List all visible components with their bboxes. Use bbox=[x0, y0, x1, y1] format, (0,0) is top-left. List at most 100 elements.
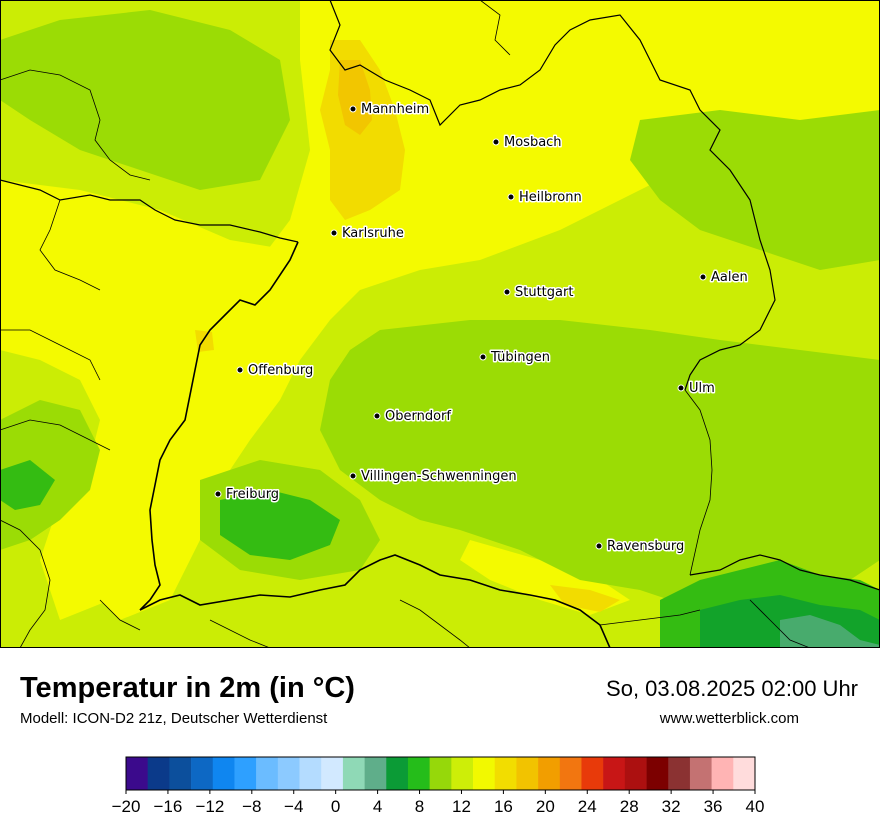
city-marker-ravensburg bbox=[595, 542, 603, 550]
legend-swatch bbox=[689, 757, 712, 790]
city-label: Heilbronn bbox=[519, 190, 582, 205]
city-label: Villingen-Schwenningen bbox=[361, 469, 517, 484]
border-local-2 bbox=[0, 329, 101, 381]
legend-swatch bbox=[538, 757, 561, 790]
legend-swatch bbox=[386, 757, 409, 790]
legend-swatch bbox=[451, 757, 474, 790]
zone-lime-center bbox=[320, 320, 880, 620]
border-local-8 bbox=[209, 619, 271, 648]
legend-tick-label: 28 bbox=[620, 797, 639, 816]
city-marker-offenburg bbox=[236, 366, 244, 374]
legend-frame bbox=[125, 756, 756, 791]
border-local-12 bbox=[479, 0, 511, 56]
city-marker-oberndorf bbox=[373, 412, 381, 420]
legend-swatch bbox=[733, 757, 756, 790]
city-label: Ravensburg bbox=[607, 539, 684, 554]
legend-tick-label: −4 bbox=[284, 797, 303, 816]
city-label: Tübingen bbox=[490, 350, 550, 365]
legend-swatch bbox=[581, 757, 604, 790]
legend-swatch bbox=[429, 757, 452, 790]
website-link[interactable]: www.wetterblick.com bbox=[659, 710, 799, 727]
forecast-datetime: So, 03.08.2025 02:00 Uhr bbox=[606, 676, 858, 701]
legend-tick-label: 24 bbox=[578, 797, 597, 816]
borders bbox=[0, 0, 880, 648]
legend-swatch bbox=[191, 757, 214, 790]
city-marker-villingen-schwenningen bbox=[349, 472, 357, 480]
city-label: Mosbach bbox=[504, 135, 562, 150]
legend-tick-label: −12 bbox=[195, 797, 224, 816]
model-info: Modell: ICON-D2 21z, Deutscher Wetterdie… bbox=[20, 710, 328, 727]
legend-swatch bbox=[646, 757, 669, 790]
border-local-6 bbox=[99, 599, 141, 631]
legend-swatch bbox=[234, 757, 257, 790]
border-local-11 bbox=[749, 599, 811, 648]
city-marker-heilbronn bbox=[507, 193, 515, 201]
legend-tick-label: 0 bbox=[331, 797, 340, 816]
legend-tick-label: 36 bbox=[704, 797, 723, 816]
border-local-1 bbox=[0, 69, 151, 181]
legend-tick-label: 8 bbox=[415, 797, 424, 816]
city-label: Freiburg bbox=[226, 487, 279, 502]
legend-swatch bbox=[364, 757, 387, 790]
legend-swatch bbox=[126, 757, 148, 790]
city-layer: Mannheim Mosbach Heilbronn Karlsruhe Aalen St… bbox=[214, 101, 749, 556]
border-local-10 bbox=[599, 609, 701, 626]
legend-swatch bbox=[407, 757, 430, 790]
border-local-5 bbox=[0, 519, 51, 648]
zone-green-schwarzwald bbox=[220, 490, 340, 560]
legend-swatch bbox=[212, 757, 235, 790]
legend-tick-label: 12 bbox=[452, 797, 471, 816]
legend-tick-label: −8 bbox=[242, 797, 261, 816]
legend-tick-label: 40 bbox=[746, 797, 765, 816]
city-label: Oberndorf bbox=[385, 409, 451, 424]
legend-swatch bbox=[277, 757, 300, 790]
border-rhine bbox=[139, 241, 299, 611]
legend-tick-label: 20 bbox=[536, 797, 555, 816]
border-state-northwest bbox=[0, 179, 299, 243]
zone-gold-offenburg bbox=[195, 330, 214, 352]
border-alps bbox=[689, 554, 880, 591]
city-marker-freiburg bbox=[214, 490, 222, 498]
city-marker-tübingen bbox=[479, 353, 487, 361]
border-local-3 bbox=[39, 199, 101, 291]
border-state-north bbox=[329, 0, 776, 391]
legend-tick-label: 4 bbox=[373, 797, 382, 816]
zone-lime-northwest bbox=[0, 10, 290, 190]
legend-swatch bbox=[494, 757, 517, 790]
border-local-9 bbox=[399, 599, 471, 648]
legend-tick-label: −20 bbox=[112, 797, 141, 816]
zone-alps-bluegreen bbox=[780, 615, 880, 648]
map-title: Temperatur in 2m (in °C) bbox=[20, 672, 355, 704]
legend-swatch bbox=[624, 757, 647, 790]
border-swiss bbox=[139, 554, 611, 648]
legend-swatch bbox=[668, 757, 691, 790]
zone-orange-mannheim bbox=[338, 60, 372, 135]
zone-green-southwest bbox=[0, 460, 55, 510]
legend-tick-label: −16 bbox=[154, 797, 183, 816]
map-canvas: Mannheim Mosbach Heilbronn Karlsruhe Aalen St… bbox=[0, 0, 880, 648]
legend-tick-label: 16 bbox=[494, 797, 513, 816]
city-label: Karlsruhe bbox=[342, 226, 404, 241]
city-marker-mannheim bbox=[349, 105, 357, 113]
legend-swatch bbox=[516, 757, 539, 790]
border-local-4 bbox=[0, 419, 111, 451]
legend-swatch bbox=[147, 757, 170, 790]
legend-swatch bbox=[603, 757, 626, 790]
legend-swatch bbox=[473, 757, 496, 790]
legend-swatch bbox=[321, 757, 344, 790]
temperature-map: Mannheim Mosbach Heilbronn Karlsruhe Aalen St… bbox=[0, 0, 880, 648]
border-local-7 bbox=[684, 389, 713, 576]
legend-swatch bbox=[711, 757, 734, 790]
legend-swatch bbox=[256, 757, 279, 790]
color-legend: −20 −16 −12 −8 −4 0 4 8 12 16 20 24 28 32 36 40 bbox=[112, 756, 765, 816]
city-marker-karlsruhe bbox=[330, 229, 338, 237]
footer: Temperatur in 2m (in °C) Modell: ICON-D2… bbox=[0, 648, 880, 830]
legend-tick-label: 32 bbox=[662, 797, 681, 816]
zone-north-yellow bbox=[0, 180, 290, 620]
city-label: Aalen bbox=[711, 270, 748, 285]
legend-swatch bbox=[559, 757, 582, 790]
zone-lime-east bbox=[630, 110, 880, 270]
city-label: Offenburg bbox=[248, 363, 313, 378]
city-marker-stuttgart bbox=[503, 288, 511, 296]
zone-lime-southwest bbox=[0, 400, 100, 550]
